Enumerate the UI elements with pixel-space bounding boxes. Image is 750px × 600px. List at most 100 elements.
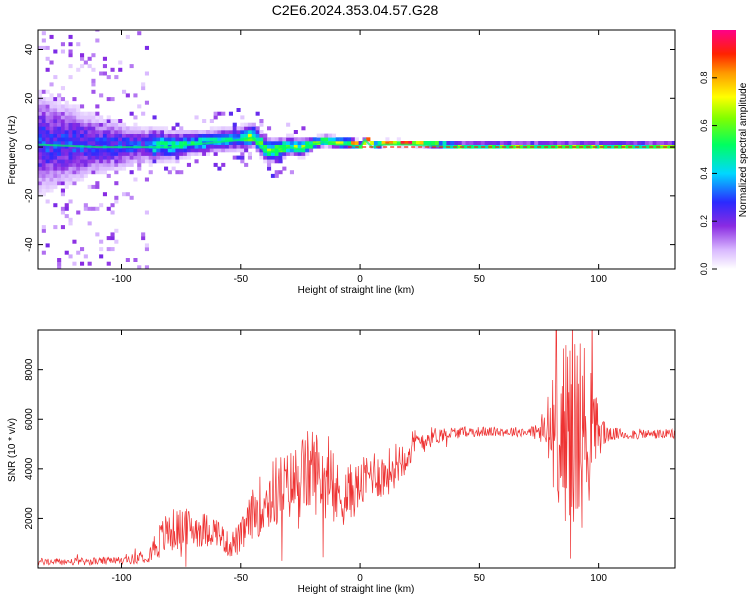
heatmap-cell: [99, 93, 104, 98]
heatmap-cell: [270, 144, 275, 149]
heatmap-cell: [186, 144, 191, 149]
heatmap-cell: [320, 133, 325, 138]
heatmap-cell: [213, 148, 218, 153]
heatmap-cell: [38, 151, 43, 156]
heatmap-cell: [91, 67, 96, 72]
heatmap-cell: [167, 148, 172, 153]
heatmap-cell: [57, 144, 62, 149]
heatmap-cell: [99, 133, 104, 138]
heatmap-cell: [144, 159, 149, 164]
heatmap-cell: [141, 148, 146, 153]
heatmap-cell: [171, 133, 176, 138]
heatmap-cell: [41, 100, 46, 105]
heatmap-cell: [465, 141, 470, 145]
heatmap-cell: [114, 122, 119, 127]
heatmap-cell: [72, 239, 77, 244]
heatmap-cell: [164, 137, 169, 142]
heatmap-cell: [232, 148, 237, 153]
heatmap-cell: [324, 137, 329, 142]
heatmap-cell: [53, 144, 58, 149]
heatmap-cell: [236, 144, 241, 149]
heatmap-cell: [240, 122, 245, 127]
heatmap-cell: [175, 122, 180, 127]
heatmap-cell: [118, 141, 123, 145]
colorbar-tick-label: 0.6: [699, 119, 709, 132]
heatmap-cell: [87, 141, 92, 145]
heatmap-cell: [53, 181, 58, 186]
heatmap-cell: [125, 151, 130, 156]
heatmap-cell: [652, 141, 657, 145]
heatmap-cell: [87, 221, 92, 226]
heatmap-cell: [270, 148, 275, 153]
heatmap-cell: [194, 115, 199, 120]
heatmap-cell: [91, 151, 96, 156]
heatmap-cell: [41, 250, 46, 255]
heatmap-cell: [209, 148, 214, 153]
heatmap-cell: [38, 170, 43, 175]
heatmap-cell: [45, 155, 50, 160]
heatmap-cell: [278, 159, 283, 164]
heatmap-cell: [137, 31, 142, 36]
heatmap-cell: [45, 141, 50, 145]
heatmap-cell: [186, 155, 191, 160]
heatmap-cell: [110, 122, 115, 127]
heatmap-cell: [156, 130, 161, 134]
heatmap-cell: [377, 141, 382, 145]
heatmap-cell: [228, 133, 233, 138]
heatmap-cell: [133, 151, 138, 156]
heatmap-cell: [190, 130, 195, 134]
heatmap-cell: [57, 148, 62, 153]
heatmap-cell: [53, 130, 58, 134]
heatmap-cell: [175, 137, 180, 142]
heatmap-cell: [324, 133, 329, 138]
heatmap-cell: [225, 133, 230, 138]
heatmap-cell: [60, 111, 65, 116]
heatmap-cell: [339, 141, 344, 145]
heatmap-cell: [156, 137, 161, 142]
heatmap-cell: [87, 137, 92, 142]
heatmap-cell: [57, 177, 62, 182]
heatmap-cell: [221, 111, 226, 116]
heatmap-cell: [282, 148, 287, 153]
heatmap-cell: [148, 130, 153, 134]
heatmap-cell: [129, 195, 134, 200]
heatmap-cell: [228, 137, 233, 142]
heatmap-cell: [293, 151, 298, 156]
heatmap-cell: [83, 111, 88, 116]
heatmap-cell: [160, 155, 165, 160]
heatmap-cell: [45, 173, 50, 178]
heatmap-cell: [286, 137, 291, 142]
heatmap-cell: [549, 141, 554, 145]
heatmap-cell: [289, 137, 294, 142]
heatmap-cell: [370, 141, 375, 145]
heatmap-cell: [328, 144, 333, 149]
heatmap-cell: [110, 130, 115, 134]
heatmap-cell: [133, 155, 138, 160]
heatmap-cell: [240, 141, 245, 145]
heatmap-cell: [80, 115, 85, 120]
heatmap-cell: [144, 133, 149, 138]
heatmap-cell: [80, 148, 85, 153]
heatmap-cell: [144, 177, 149, 182]
heatmap-cell: [431, 141, 436, 145]
heatmap-cell: [72, 148, 77, 153]
heatmap-cell: [522, 141, 527, 145]
heatmap-cell: [99, 159, 104, 164]
heatmap-cell: [427, 141, 432, 145]
heatmap-cell: [87, 151, 92, 156]
heatmap-cell: [60, 192, 65, 197]
heatmap-cell: [122, 166, 127, 171]
heatmap-cell: [114, 170, 119, 175]
heatmap-cell: [183, 141, 188, 145]
heatmap-cell: [297, 151, 302, 156]
heatmap-cell: [64, 151, 69, 156]
snr-ticks: -100 -50 0 50 100 2000 4000 6000 8000: [24, 330, 675, 584]
heatmap-cell: [125, 137, 130, 142]
heatmap-cell: [45, 89, 50, 94]
heatmap-cell: [232, 122, 237, 127]
heatmap-cell: [282, 144, 287, 149]
heatmap-cell: [251, 141, 256, 145]
heatmap-cell: [129, 148, 134, 153]
heatmap-cell: [255, 126, 260, 131]
heatmap-cell: [38, 104, 43, 109]
